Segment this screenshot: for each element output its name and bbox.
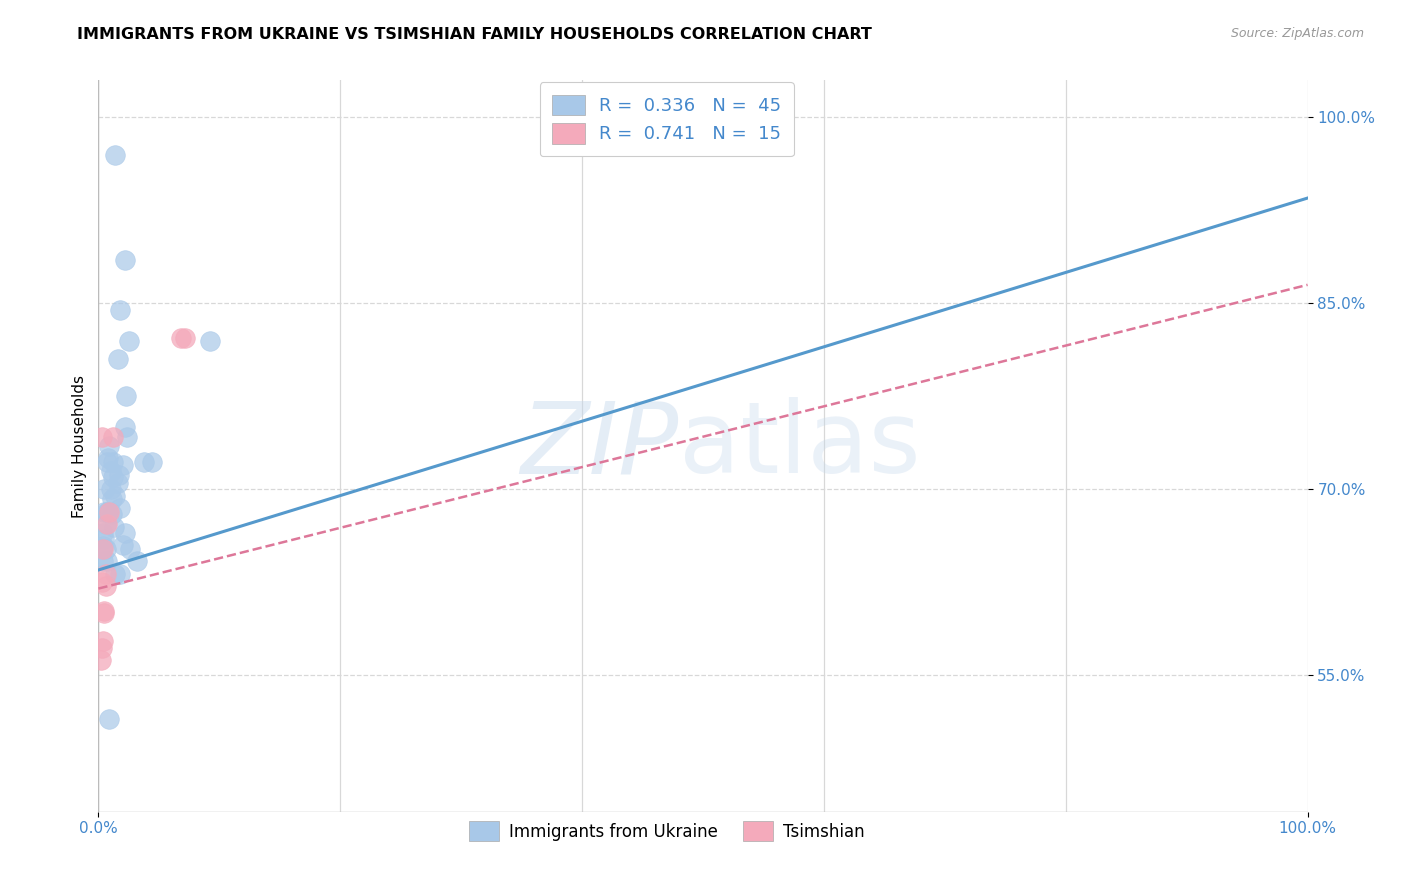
Point xyxy=(91,525,114,540)
Point xyxy=(114,420,136,434)
Point xyxy=(91,541,114,556)
Point xyxy=(117,430,139,444)
Point xyxy=(101,470,124,484)
Point xyxy=(93,532,115,546)
Point xyxy=(96,554,118,568)
Text: IMMIGRANTS FROM UKRAINE VS TSIMSHIAN FAMILY HOUSEHOLDS CORRELATION CHART: IMMIGRANTS FROM UKRAINE VS TSIMSHIAN FAM… xyxy=(77,27,872,42)
Point xyxy=(98,439,121,453)
Point xyxy=(94,517,117,532)
Point xyxy=(169,331,191,345)
Point xyxy=(91,554,114,568)
Point xyxy=(93,604,115,618)
Point xyxy=(91,575,114,590)
Point xyxy=(91,430,114,444)
Point xyxy=(107,352,129,367)
Point xyxy=(108,467,131,482)
Point xyxy=(100,507,122,521)
Point xyxy=(107,476,129,491)
Point xyxy=(98,505,121,519)
Point xyxy=(91,540,114,554)
Point xyxy=(111,538,134,552)
Text: Source: ZipAtlas.com: Source: ZipAtlas.com xyxy=(1230,27,1364,40)
Point xyxy=(101,455,124,469)
Point xyxy=(108,500,131,515)
Point xyxy=(94,566,117,581)
Legend: Immigrants from Ukraine, Tsimshian: Immigrants from Ukraine, Tsimshian xyxy=(463,814,872,847)
Point xyxy=(94,579,117,593)
Point xyxy=(108,566,131,581)
Point xyxy=(111,458,134,472)
Point xyxy=(91,641,114,656)
Point xyxy=(108,302,131,317)
Point xyxy=(198,334,221,348)
Point xyxy=(96,455,118,469)
Point xyxy=(141,455,163,469)
Point xyxy=(118,334,141,348)
Point xyxy=(103,519,125,533)
Point xyxy=(91,633,114,648)
Point xyxy=(104,566,127,581)
Point xyxy=(91,541,114,556)
Point xyxy=(90,653,112,667)
Point xyxy=(93,607,115,621)
Point xyxy=(104,147,127,161)
Point xyxy=(101,430,124,444)
Point xyxy=(98,712,121,726)
Point xyxy=(97,505,120,519)
Y-axis label: Family Households: Family Households xyxy=(72,375,87,517)
Point xyxy=(115,389,138,403)
Point xyxy=(94,541,117,556)
Point xyxy=(93,483,115,497)
Point xyxy=(127,554,149,568)
Point xyxy=(174,331,197,345)
Text: ZIP: ZIP xyxy=(520,398,679,494)
Point xyxy=(118,541,141,556)
Point xyxy=(104,489,127,503)
Point xyxy=(96,505,118,519)
Point xyxy=(93,505,115,519)
Point xyxy=(114,253,136,268)
Point xyxy=(134,455,156,469)
Point xyxy=(114,525,136,540)
Point xyxy=(97,451,120,466)
Text: atlas: atlas xyxy=(679,398,921,494)
Point xyxy=(100,464,122,478)
Point xyxy=(96,517,118,532)
Point xyxy=(100,483,122,497)
Point xyxy=(100,492,122,507)
